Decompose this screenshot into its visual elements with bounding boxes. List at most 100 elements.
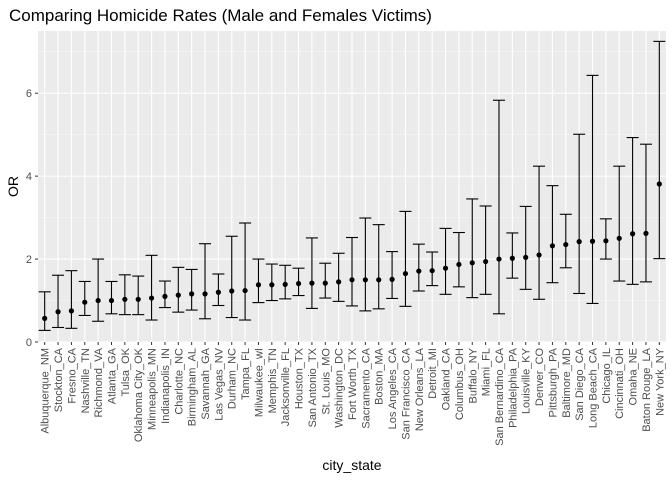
odds-ratio-point xyxy=(95,297,101,304)
odds-ratio-point xyxy=(336,279,342,285)
x-tick-label: Denver_CO xyxy=(534,348,546,407)
odds-ratio-point xyxy=(108,297,115,304)
odds-ratio-point xyxy=(376,277,382,283)
x-tick-label: Atlanta_GA xyxy=(106,347,118,404)
y-axis-title: OR xyxy=(5,176,21,197)
odds-ratio-point xyxy=(42,315,48,321)
x-tick-label: Minneapolis_MN xyxy=(147,348,159,430)
odds-ratio-point xyxy=(122,296,128,302)
x-tick-label: Durham_NC xyxy=(227,348,239,409)
x-axis: Albuquerque_NM Stockton_CA Fresno_CA Nashvi… xyxy=(40,342,666,446)
x-tick-label: Stockton_CA xyxy=(53,347,65,412)
odds-ratio-point xyxy=(362,277,368,283)
x-tick-label: Savannah_GA xyxy=(200,347,212,419)
odds-ratio-point xyxy=(269,282,275,288)
x-tick-label: Miami_FL xyxy=(481,348,493,396)
odds-ratio-point xyxy=(643,230,649,236)
odds-ratio-point xyxy=(456,261,462,268)
x-tick-label: Jacksonville_FL xyxy=(280,348,292,426)
y-axis: 0 2 4 6 xyxy=(26,88,38,349)
odds-ratio-point xyxy=(616,235,622,241)
x-tick-label: Las Vegas_NV xyxy=(213,347,225,420)
odds-ratio-point xyxy=(295,280,302,287)
x-tick-label: Nashville_TN xyxy=(80,348,92,413)
x-tick-label: New York_NY xyxy=(654,347,666,416)
y-tick-label: 4 xyxy=(26,171,32,183)
odds-ratio-point xyxy=(563,241,569,248)
y-tick-label: 0 xyxy=(26,337,32,349)
odds-ratio-point xyxy=(509,255,515,261)
odds-ratio-point xyxy=(255,282,262,288)
odds-ratio-point xyxy=(148,295,155,301)
odds-ratio-point xyxy=(135,296,141,302)
x-tick-label: New Orleans_LA xyxy=(414,347,426,431)
x-tick-label: Baltimore_MD xyxy=(561,348,573,418)
odds-ratio-point xyxy=(483,258,489,265)
odds-ratio-point xyxy=(536,252,542,258)
odds-ratio-point xyxy=(282,281,288,287)
x-tick-label: Indianapolis_IN xyxy=(160,348,172,424)
x-tick-label: Washington_DC xyxy=(334,348,346,428)
x-tick-label: Oakland_CA xyxy=(441,347,453,410)
odds-ratio-point xyxy=(469,260,475,266)
x-tick-label: Tulsa_OK xyxy=(120,347,132,396)
x-tick-label: Sacramento_CA xyxy=(360,347,372,428)
odds-ratio-point xyxy=(589,238,596,244)
x-tick-label: Birmingham_AL xyxy=(187,348,199,426)
x-tick-label: Boston_MA xyxy=(374,347,386,405)
odds-ratio-point xyxy=(442,265,449,271)
odds-ratio-point xyxy=(175,292,181,298)
odds-ratio-point xyxy=(523,254,529,261)
odds-ratio-point xyxy=(629,231,636,237)
x-tick-label: Oklahoma City_OK xyxy=(133,347,145,442)
odds-ratio-point xyxy=(402,270,409,277)
odds-ratio-point xyxy=(603,238,609,244)
x-tick-label: Tampa_FL xyxy=(240,348,252,400)
odds-ratio-point xyxy=(242,287,248,294)
x-tick-label: Charlotte_NC xyxy=(173,348,185,415)
odds-ratio-point xyxy=(322,280,328,286)
x-tick-label: Buffalo_NY xyxy=(467,347,479,403)
x-tick-label: Louisville_KY xyxy=(521,347,533,414)
odds-ratio-point xyxy=(576,239,582,245)
x-tick-label: Long Beach_CA xyxy=(588,347,600,428)
x-tick-label: Milwaukee_wI xyxy=(253,348,265,417)
odds-ratio-point xyxy=(162,293,168,299)
x-tick-label: Omaha_NE xyxy=(628,348,640,405)
odds-ratio-point xyxy=(309,280,315,286)
odds-ratio-point xyxy=(202,291,208,297)
x-tick-label: Columbus_OH xyxy=(454,348,466,420)
odds-ratio-point xyxy=(189,291,195,297)
x-tick-label: Philadelphia_PA xyxy=(507,347,519,428)
odds-ratio-point xyxy=(656,181,662,187)
x-tick-label: Chicago_IL xyxy=(601,348,613,404)
x-tick-label: Fort Worth_TX xyxy=(347,347,359,420)
odds-ratio-point xyxy=(55,309,61,315)
y-tick-label: 6 xyxy=(26,88,32,100)
odds-ratio-point xyxy=(549,243,556,249)
data-marks xyxy=(38,40,666,331)
x-tick-label: Richmond_VA xyxy=(93,347,105,417)
x-tick-label: Baton Rouge_LA xyxy=(641,347,653,431)
odds-ratio-point xyxy=(215,289,221,295)
x-tick-label: San Francisco_CA xyxy=(400,347,412,439)
x-tick-label: San Bernardino_CA xyxy=(494,347,506,446)
x-axis-title: city_state xyxy=(322,457,381,473)
chart-title: Comparing Homicide Rates (Male and Femal… xyxy=(9,6,432,25)
x-tick-label: Houston_TX xyxy=(294,347,306,409)
x-tick-label: St. Louis_MO xyxy=(320,348,332,415)
odds-ratio-point xyxy=(82,299,88,305)
x-tick-label: Memphis_TN xyxy=(267,348,279,413)
odds-ratio-point xyxy=(229,288,235,294)
x-tick-label: Cincinnati_OH xyxy=(614,348,626,419)
x-tick-label: Fresno_CA xyxy=(66,347,78,403)
x-tick-label: Los Angeles_CA xyxy=(387,347,399,429)
x-tick-label: Detroit_MI xyxy=(427,348,439,399)
x-tick-label: Pittsburgh_PA xyxy=(547,347,559,417)
odds-ratio-point xyxy=(349,277,355,283)
odds-ratio-point xyxy=(496,256,502,262)
x-tick-label: San Antonio_TX xyxy=(307,347,319,427)
x-tick-label: Albuquerque_NM xyxy=(40,348,52,434)
x-tick-label: San Diego_CA xyxy=(574,347,586,420)
